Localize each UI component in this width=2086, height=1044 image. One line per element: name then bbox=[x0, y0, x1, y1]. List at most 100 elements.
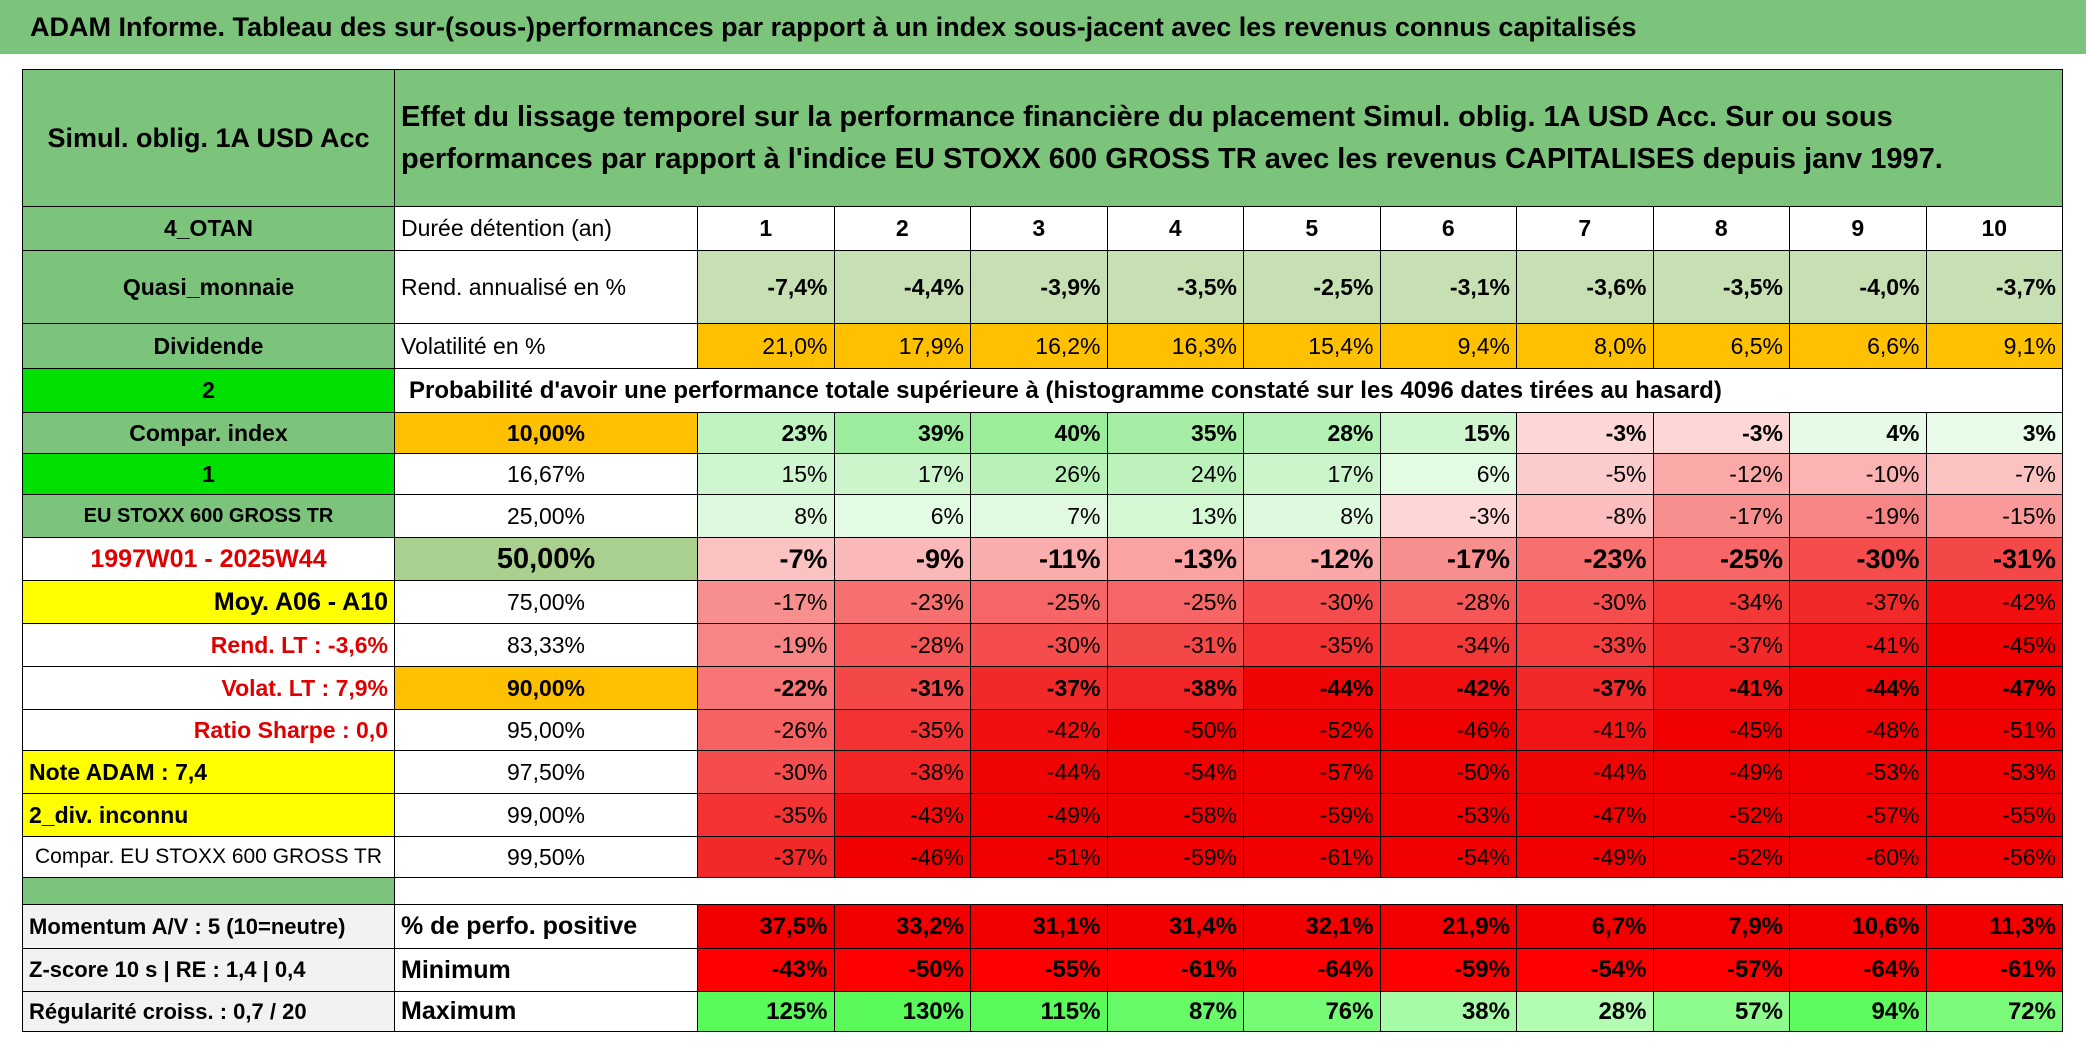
quantile-value: -8% bbox=[1516, 494, 1654, 538]
quantile-value: -30% bbox=[1243, 580, 1381, 624]
table-row: Rend. LT : -3,6% 83,33% -19% -28% -30% -31% -3… bbox=[22, 623, 2063, 667]
quantile-value: -52% bbox=[1243, 709, 1381, 751]
quantile-value: -35% bbox=[1243, 623, 1381, 667]
quantile-value: -37% bbox=[1789, 580, 1927, 624]
quantile-value: -38% bbox=[1106, 666, 1244, 710]
indicator-label: Momentum A/V : 5 (10=neutre) bbox=[22, 904, 395, 949]
summary-value: 10,6% bbox=[1789, 904, 1927, 949]
quantile-label: 16,67% bbox=[394, 453, 698, 495]
quantile-value: -57% bbox=[1789, 793, 1927, 837]
summary-value: -43% bbox=[697, 948, 835, 992]
quantile-value: -60% bbox=[1789, 836, 1927, 878]
quantile-value: 8% bbox=[697, 494, 835, 538]
quantile-value: -56% bbox=[1925, 836, 2063, 878]
quantile-value: -19% bbox=[697, 623, 835, 667]
quantile-value: 35% bbox=[1106, 412, 1244, 454]
summary-value: -57% bbox=[1652, 948, 1790, 992]
table-row: 2 Probabilité d'avoir une performance tot… bbox=[22, 368, 2063, 413]
table-row: 2_div. inconnu 99,00% -35% -43% -49% -58% -59%… bbox=[22, 793, 2063, 837]
quantile-value: -13% bbox=[1106, 537, 1244, 581]
table-row: Compar. EU STOXX 600 GROSS TR 99,50% -37% -… bbox=[22, 836, 2063, 878]
summary-value: 28% bbox=[1516, 991, 1654, 1032]
horizon-year: 7 bbox=[1516, 206, 1654, 251]
side-label: Rend. LT : -3,6% bbox=[22, 623, 395, 667]
quantile-value: 8% bbox=[1243, 494, 1381, 538]
stat-value: 21,0% bbox=[697, 323, 835, 369]
quantile-value: -30% bbox=[970, 623, 1108, 667]
side-label: Ratio Sharpe : 0,0 bbox=[22, 709, 395, 751]
quantile-value: -61% bbox=[1243, 836, 1381, 878]
side-label: 1997W01 - 2025W44 bbox=[22, 537, 395, 581]
quantile-value: -59% bbox=[1106, 836, 1244, 878]
quantile-value: -41% bbox=[1789, 623, 1927, 667]
quantile-value: 17% bbox=[833, 453, 971, 495]
stat-value: -4,4% bbox=[833, 250, 971, 324]
quantile-value: -37% bbox=[970, 666, 1108, 710]
summary-value: 115% bbox=[970, 991, 1108, 1032]
quantile-value: -11% bbox=[970, 537, 1108, 581]
quantile-value: 17% bbox=[1243, 453, 1381, 495]
summary-value: 38% bbox=[1379, 991, 1517, 1032]
summary-value: 57% bbox=[1652, 991, 1790, 1032]
quantile-value: -17% bbox=[697, 580, 835, 624]
quantile-value: -34% bbox=[1652, 580, 1790, 624]
table-row: 1 16,67% 15% 17% 26% 24% 17% 6% -5% -12% -10% -7% bbox=[22, 453, 2063, 495]
quantile-value: -33% bbox=[1516, 623, 1654, 667]
stat-value: -3,9% bbox=[970, 250, 1108, 324]
summary-value: 32,1% bbox=[1243, 904, 1381, 949]
quantile-value: -26% bbox=[697, 709, 835, 751]
stat-value: -4,0% bbox=[1789, 250, 1927, 324]
table-row: 1997W01 - 2025W44 50,00% -7% -9% -11% -13% -12… bbox=[22, 537, 2063, 581]
quantile-value: -30% bbox=[1516, 580, 1654, 624]
stat-value: 9,4% bbox=[1379, 323, 1517, 369]
summary-value: -64% bbox=[1243, 948, 1381, 992]
quantile-value: -53% bbox=[1925, 750, 2063, 794]
quantile-value: 15% bbox=[697, 453, 835, 495]
spacer bbox=[22, 877, 395, 905]
table-row: 4_OTAN Durée détention (an) 1 2 3 4 5 6 7 8 9 10 bbox=[22, 206, 2063, 251]
summary-value: 31,1% bbox=[970, 904, 1108, 949]
quantile-value: -49% bbox=[1516, 836, 1654, 878]
summary-value: -50% bbox=[833, 948, 971, 992]
quantile-value: -52% bbox=[1652, 836, 1790, 878]
quantile-value: -37% bbox=[1516, 666, 1654, 710]
indicator-label: Régularité croiss. : 0,7 / 20 bbox=[22, 991, 395, 1032]
quantile-value: -35% bbox=[833, 709, 971, 751]
stat-value: 15,4% bbox=[1243, 323, 1381, 369]
quantile-value: -31% bbox=[833, 666, 971, 710]
quantile-value: -48% bbox=[1789, 709, 1927, 751]
quantile-value: -34% bbox=[1379, 623, 1517, 667]
side-label: Volat. LT : 7,9% bbox=[22, 666, 395, 710]
quantile-value: -9% bbox=[833, 537, 971, 581]
quantile-value: -22% bbox=[697, 666, 835, 710]
quantile-value: -47% bbox=[1516, 793, 1654, 837]
summary-value: 76% bbox=[1243, 991, 1381, 1032]
quantile-value: -47% bbox=[1925, 666, 2063, 710]
stat-value: -7,4% bbox=[697, 250, 835, 324]
quantile-value: -7% bbox=[697, 537, 835, 581]
stat-value: -3,1% bbox=[1379, 250, 1517, 324]
quantile-value: -10% bbox=[1789, 453, 1927, 495]
quantile-value: -3% bbox=[1516, 412, 1654, 454]
quantile-value: -52% bbox=[1652, 793, 1790, 837]
stat-value: 17,9% bbox=[833, 323, 971, 369]
quantile-value: -50% bbox=[1379, 750, 1517, 794]
spacer bbox=[395, 878, 2063, 905]
summary-value: -54% bbox=[1516, 948, 1654, 992]
quantile-value: -46% bbox=[833, 836, 971, 878]
side-label: 2_div. inconnu bbox=[22, 793, 395, 837]
description: Effet du lissage temporel sur la perform… bbox=[394, 69, 2063, 207]
table-row: Moy. A06 - A10 75,00% -17% -23% -25% -25% -30%… bbox=[22, 580, 2063, 624]
summary-value: 72% bbox=[1925, 991, 2063, 1032]
horizon-year: 1 bbox=[697, 206, 835, 251]
quantile-value: -37% bbox=[1652, 623, 1790, 667]
table-row: Volat. LT : 7,9% 90,00% -22% -31% -37% -38% -4… bbox=[22, 666, 2063, 710]
performance-table: Simul. oblig. 1A USD Acc Effet du lissage… bbox=[22, 69, 2063, 1032]
quantile-value: -41% bbox=[1516, 709, 1654, 751]
horizon-year: 8 bbox=[1652, 206, 1790, 251]
quantile-value: -7% bbox=[1925, 453, 2063, 495]
quantile-value: -55% bbox=[1925, 793, 2063, 837]
side-label: 2 bbox=[22, 368, 395, 413]
quantile-value: 40% bbox=[970, 412, 1108, 454]
quantile-value: -41% bbox=[1652, 666, 1790, 710]
